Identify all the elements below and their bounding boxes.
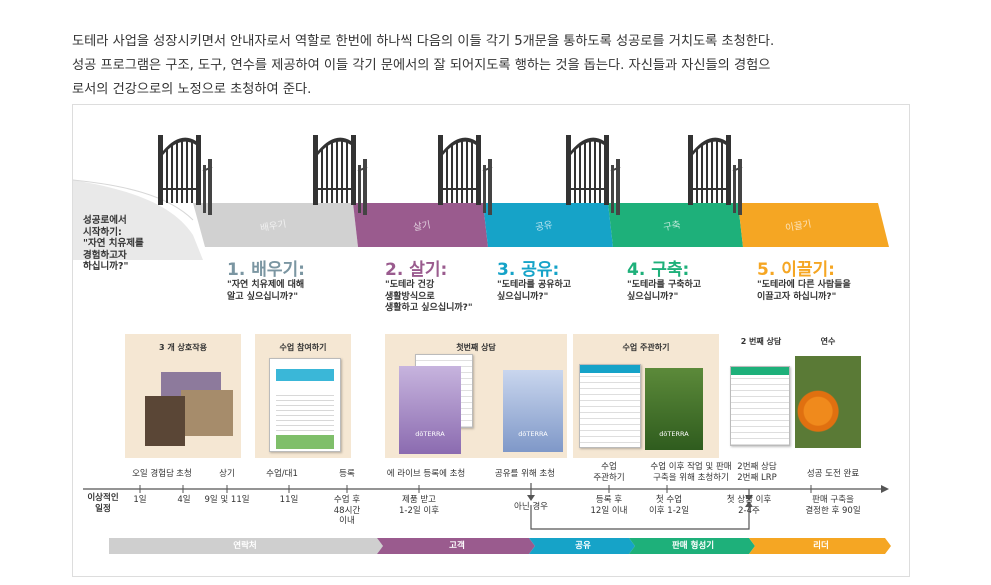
phase-build: 4. 구축: "도테라를 구축하고 싶으십니까?": [627, 255, 701, 303]
stage-sharer: [529, 538, 635, 554]
tick-10: 첫 상담 이후 2-4주: [726, 495, 772, 516]
tick-4: 11일: [279, 495, 299, 505]
bottles-photo: [181, 390, 233, 436]
stage-label-customer: 고객: [449, 541, 465, 551]
phase-title-learn: 1. 배우기:: [227, 260, 305, 280]
step-share-invite: 공유를 위해 초청: [494, 469, 556, 479]
oil-photo: [145, 396, 185, 446]
card-title-class: 수업 참여하기: [279, 343, 327, 352]
card-title-second-consult: 2 번째 상담: [740, 337, 782, 346]
stage-label-sharer: 공유: [575, 541, 591, 551]
tick-5: 수업 후 48시간 이내: [333, 495, 361, 526]
gate-3: [437, 134, 493, 216]
intro-text: 도테라 사업을 성장시키면서 안내자로서 역할로 한번에 하나씩 다음의 이들 …: [72, 30, 932, 102]
class-flyer: [269, 358, 341, 452]
card-host-class: 수업 주관하기 dōTERRA: [573, 334, 719, 458]
gate-5: [687, 134, 743, 216]
tick-8: 등록 후 12일 이내: [590, 495, 628, 516]
step-class: 수업/대1: [266, 469, 298, 479]
gate-4: [565, 134, 621, 216]
timeline-label: 이상적인 일정: [87, 493, 119, 514]
second-consult-sheet: [730, 366, 790, 446]
gate-2: [312, 134, 368, 216]
stage-customer: [377, 538, 535, 554]
step-second-consult: 2번째 상담 2번째 LRP: [737, 462, 777, 483]
phase-question-live: "도테라 건강 생활방식으로 생활하고 싶으십니까?": [385, 280, 473, 313]
tick-7: 아닌 경우: [514, 502, 548, 512]
intro-line-2: 성공 프로그램은 구조, 도구, 연수를 제공하여 이들 각기 문에서의 잘 되…: [72, 58, 771, 73]
step-host-class: 수업 주관하기: [593, 462, 625, 483]
phase-question-learn: "자연 치유제에 대해 알고 싶으십니까?": [227, 280, 305, 302]
phase-title-live: 2. 살기:: [385, 260, 448, 280]
step-challenge-complete: 성공 도전 완료: [806, 469, 860, 479]
tick-6: 제품 받고 1-2일 이후: [398, 495, 440, 516]
phase-title-lead: 5. 이끌기:: [757, 260, 835, 280]
card-first-consult: 첫번째 상담 dōTERRA dōTERRA: [385, 334, 567, 458]
card-second-consult: 2 번째 상담: [728, 334, 794, 458]
band-lead: [738, 203, 889, 247]
stage-label-contact: 연락처: [233, 541, 257, 551]
phase-share: 3. 공유: "도테라를 공유하고 싶으십니까?": [497, 255, 571, 303]
stage-label-leader: 리더: [813, 541, 829, 551]
tick-1: 1일: [133, 495, 147, 505]
intro-line-3: 로서의 건강으로의 노정으로 초청하여 준다.: [72, 82, 312, 97]
timeline-axis: [83, 483, 889, 530]
phase-live: 2. 살기: "도테라 건강 생활방식으로 생활하고 싶으십니까?": [385, 255, 473, 315]
tick-11: 판매 구축을 결정한 후 90일: [805, 495, 861, 516]
card-class: 수업 참여하기: [255, 334, 351, 458]
tick-9: 첫 수업 이후 1-2일: [648, 495, 690, 516]
phase-lead: 5. 이끌기: "도테라에 다른 사람들을 이끌고자 하십니까?": [757, 255, 851, 303]
step-live-invite: 에 라이브 등록에 초청: [386, 469, 466, 479]
hydrangea-booklet: dōTERRA: [503, 370, 563, 452]
step-build-invite: 수업 이후 작업 및 판매 구축을 위해 초청하기: [650, 462, 732, 483]
orange-booklet: [795, 356, 861, 448]
phase-learn: 1. 배우기: "자연 치유제에 대해 알고 싶으십니까?": [227, 255, 305, 303]
phase-question-build: "도테라를 구축하고 싶으십니까?": [627, 280, 702, 302]
stage-label-builder: 판매 형성기: [671, 541, 715, 551]
band-share: [483, 203, 613, 247]
intro-line-1: 도테라 사업을 성장시키면서 안내자로서 역할로 한번에 하나씩 다음의 이들 …: [72, 34, 775, 49]
forest-booklet: dōTERRA: [645, 368, 703, 450]
card-training: 연수: [793, 334, 863, 458]
tick-2: 4일: [177, 495, 191, 505]
stage-bar: [109, 538, 891, 554]
phase-question-share: "도테라를 공유하고 싶으십니까?": [497, 280, 572, 302]
gate-1: [158, 134, 213, 216]
phase-title-build: 4. 구축:: [627, 260, 690, 280]
tick-3: 9일 및 11일: [204, 495, 250, 505]
start-question: 성공로에서 시작하기: "자연 치유제를 경험하고자 하십니까?": [83, 215, 144, 272]
success-path-diagram: 배우기 살기 공유 구축 이끌기: [72, 104, 910, 577]
phase-title-share: 3. 공유:: [497, 260, 560, 280]
stage-contact: [109, 538, 383, 554]
stage-builder: [629, 538, 755, 554]
gates: [158, 134, 743, 216]
band-live: [353, 203, 488, 247]
card-title-host-class: 수업 주관하기: [622, 343, 670, 352]
step-remind: 상기: [219, 469, 235, 479]
card-title-first-consult: 첫번째 상담: [456, 343, 496, 352]
phase-bands: [193, 203, 889, 247]
card-title-training: 연수: [820, 337, 836, 346]
step-enroll: 등록: [339, 469, 355, 479]
path-swoosh: [73, 179, 203, 260]
step-oil-experience: 오일 경험담: [132, 469, 174, 479]
phase-question-lead: "도테라에 다른 사람들을 이끌고자 하십니까?": [757, 280, 851, 302]
card-title-interactions: 3 개 상호작용: [159, 343, 207, 352]
band-learn: [193, 203, 358, 247]
step-invite: 초청: [176, 469, 192, 479]
lavender-booklet: dōTERRA: [399, 366, 461, 454]
stage-leader: [749, 538, 891, 554]
band-build: [608, 203, 743, 247]
card-interactions: 3 개 상호작용: [125, 334, 241, 458]
host-checklist: [579, 364, 641, 448]
